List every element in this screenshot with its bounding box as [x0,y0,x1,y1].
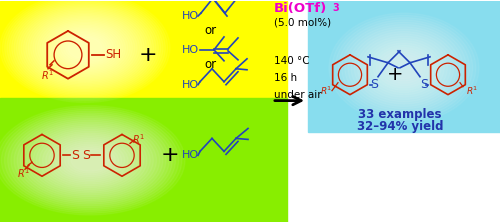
Text: under air: under air [274,90,322,100]
Text: 140 °C: 140 °C [274,56,310,66]
Ellipse shape [0,107,182,213]
Ellipse shape [40,131,140,190]
Text: (5.0 mol%): (5.0 mol%) [274,17,331,27]
Ellipse shape [17,118,163,202]
Ellipse shape [342,22,466,113]
Text: HO: HO [182,150,199,160]
Text: $R^1$: $R^1$ [18,166,30,180]
Text: $R^1$: $R^1$ [132,133,145,146]
Ellipse shape [26,124,154,197]
Text: or: or [204,24,216,38]
Ellipse shape [62,144,118,177]
Text: HO: HO [182,45,199,55]
Ellipse shape [389,57,419,79]
Ellipse shape [380,50,428,86]
Ellipse shape [71,149,109,171]
Text: HO: HO [182,11,199,21]
Text: Bi(OTf): Bi(OTf) [274,2,327,15]
Bar [0,1,287,98]
Text: S: S [370,78,378,91]
Ellipse shape [14,117,166,204]
Ellipse shape [68,148,112,173]
Text: $R^1$: $R^1$ [42,68,54,82]
Ellipse shape [4,111,175,210]
Ellipse shape [345,25,463,111]
Text: +: + [387,65,403,84]
Ellipse shape [358,34,450,102]
Ellipse shape [0,106,185,215]
Ellipse shape [329,13,479,123]
Ellipse shape [386,55,422,81]
Ellipse shape [360,36,448,99]
Ellipse shape [49,137,131,184]
Text: +: + [138,45,158,65]
Ellipse shape [370,43,438,93]
Ellipse shape [354,32,454,104]
Ellipse shape [36,129,144,191]
Text: 3: 3 [332,3,339,13]
Ellipse shape [338,20,469,116]
Ellipse shape [376,48,432,88]
Text: S: S [420,78,428,91]
Bar [0,98,287,222]
Text: $R^1$: $R^1$ [466,84,478,97]
Ellipse shape [46,135,134,186]
Ellipse shape [33,127,147,193]
Text: $R^1$: $R^1$ [320,84,332,97]
Ellipse shape [58,142,122,178]
Ellipse shape [2,109,178,211]
Ellipse shape [42,133,138,188]
Ellipse shape [364,38,444,97]
Text: 33 examples: 33 examples [358,108,442,121]
Text: 16 h: 16 h [274,73,297,83]
Ellipse shape [64,146,116,175]
Text: +: + [160,145,180,165]
Text: S: S [82,149,90,162]
Text: HO: HO [182,80,199,90]
Ellipse shape [382,52,426,83]
Ellipse shape [8,113,172,208]
Ellipse shape [348,27,460,109]
Ellipse shape [52,139,128,182]
Text: 32–94% yield: 32–94% yield [357,120,444,133]
Ellipse shape [20,120,160,200]
Ellipse shape [367,41,441,95]
Ellipse shape [55,140,125,180]
Ellipse shape [11,115,169,206]
Text: or: or [204,58,216,71]
Text: S: S [71,149,79,162]
Ellipse shape [30,126,150,195]
Text: SH: SH [105,48,121,61]
Ellipse shape [373,45,435,90]
Ellipse shape [24,122,156,199]
Ellipse shape [332,15,476,120]
Ellipse shape [351,29,457,106]
Bar [308,1,500,133]
Ellipse shape [336,18,472,118]
